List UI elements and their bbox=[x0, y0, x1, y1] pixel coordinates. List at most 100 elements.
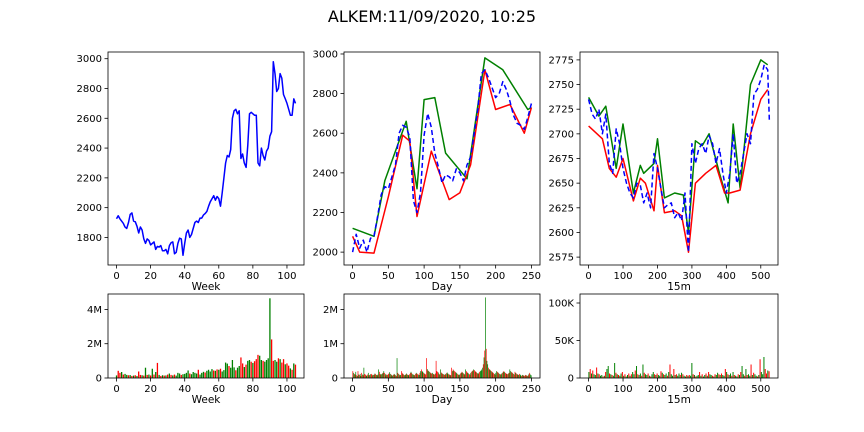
volume-bar bbox=[143, 375, 145, 378]
volume-bar bbox=[184, 373, 186, 378]
x-tick-label: 0 bbox=[113, 384, 119, 395]
volume-bar bbox=[228, 366, 230, 378]
plot-area-day-volume bbox=[352, 297, 532, 378]
volume-bar bbox=[230, 367, 232, 378]
volume-bar bbox=[479, 371, 480, 378]
y-tick-label: 3000 bbox=[313, 49, 338, 60]
y-tick-label: 2200 bbox=[77, 173, 102, 184]
volume-bar bbox=[688, 375, 690, 378]
volume-bar bbox=[435, 373, 436, 378]
volume-bar bbox=[245, 364, 247, 378]
panel-day-price: 0 50 100 150 200 250 2000 2200 2400 2600 2800 3000 D… bbox=[313, 49, 541, 293]
x-tick-label: 200 bbox=[486, 271, 505, 282]
volume-bar bbox=[365, 375, 367, 378]
volume-bar bbox=[429, 372, 431, 378]
volume-bar bbox=[134, 375, 136, 378]
panel-day-volume: 0 50 100 150 200 250 0 1M 2M Day bbox=[323, 293, 541, 406]
volume-bar bbox=[708, 372, 710, 378]
volume-bar bbox=[356, 375, 357, 378]
x-tick-label: 50 bbox=[382, 384, 395, 395]
volume-bar bbox=[468, 374, 470, 378]
volume-bar bbox=[384, 372, 385, 378]
volume-bar bbox=[451, 371, 453, 378]
volume-bar bbox=[641, 375, 643, 378]
volume-bar bbox=[619, 375, 621, 378]
y-tick-label: 3000 bbox=[77, 54, 102, 65]
volume-bar bbox=[419, 372, 421, 378]
volume-bar bbox=[446, 372, 448, 378]
volume-bar bbox=[706, 375, 708, 378]
volume-bar bbox=[759, 359, 761, 378]
volume-bar bbox=[423, 373, 425, 378]
volume-bar bbox=[516, 374, 518, 378]
x-axis-label: 15m bbox=[667, 281, 691, 293]
volume-bar bbox=[488, 367, 489, 378]
volume-bar bbox=[264, 361, 266, 378]
volume-bar bbox=[148, 374, 150, 378]
volume-bar bbox=[494, 374, 496, 378]
y-tick-label: 2000 bbox=[313, 248, 338, 259]
volume-bar bbox=[115, 375, 118, 378]
y-tick-label: 2675 bbox=[549, 154, 574, 165]
volume-bar bbox=[284, 364, 286, 378]
plot-area-week-price bbox=[115, 60, 297, 257]
x-tick-label: 40 bbox=[178, 384, 191, 395]
x-tick-label: 60 bbox=[212, 271, 225, 282]
volume-bar bbox=[768, 371, 770, 378]
volume-bar bbox=[502, 372, 503, 378]
volume-bar bbox=[739, 375, 740, 378]
volume-bar bbox=[443, 374, 445, 378]
volume-bar bbox=[481, 369, 483, 378]
volume-bar bbox=[391, 375, 393, 378]
volume-bar bbox=[740, 372, 742, 378]
volume-bar bbox=[510, 371, 512, 378]
volume-bar bbox=[172, 375, 174, 378]
volume-bar bbox=[731, 375, 733, 378]
volume-bar bbox=[518, 374, 519, 378]
volume-bar bbox=[491, 371, 493, 378]
x-tick-label: 200 bbox=[486, 384, 505, 395]
panel-15m-price: 0 100 200 300 400 500 2575 2600 2625 2650 2675 2700… bbox=[549, 51, 779, 293]
volume-bar bbox=[276, 361, 278, 378]
volume-bar bbox=[406, 373, 407, 378]
volume-bar bbox=[401, 371, 402, 378]
volume-bar bbox=[737, 374, 739, 378]
volume-bar bbox=[762, 374, 764, 378]
volume-bar bbox=[439, 374, 441, 378]
volume-bar bbox=[471, 371, 473, 378]
volume-bar bbox=[437, 371, 438, 378]
volume-bar bbox=[638, 375, 640, 378]
volume-bar bbox=[659, 375, 661, 378]
volume-bar bbox=[364, 373, 365, 378]
volume-bar bbox=[493, 373, 494, 378]
y-tick-label: 2600 bbox=[313, 129, 338, 140]
volume-bar bbox=[247, 360, 249, 378]
volume-bar bbox=[365, 374, 366, 378]
volume-bar bbox=[709, 374, 711, 378]
series-close-line bbox=[351, 69, 533, 253]
volume-bar bbox=[616, 374, 618, 378]
volume-bar bbox=[758, 375, 760, 378]
volume-bar bbox=[446, 373, 447, 378]
x-tick-label: 0 bbox=[349, 384, 355, 395]
volume-bar bbox=[750, 364, 752, 378]
volume-bar bbox=[525, 375, 527, 378]
volume-bar bbox=[387, 374, 388, 378]
volume-bar bbox=[395, 375, 396, 378]
volume-bar bbox=[530, 375, 532, 378]
volume-bar bbox=[485, 297, 486, 378]
volume-bar bbox=[178, 373, 181, 378]
volume-bar bbox=[702, 376, 704, 378]
x-tick-label: 0 bbox=[349, 271, 355, 282]
volume-bar bbox=[513, 373, 514, 378]
volume-bar bbox=[415, 373, 416, 378]
volume-bar bbox=[156, 362, 159, 378]
volume-bar bbox=[441, 373, 443, 378]
volume-bar bbox=[476, 372, 477, 378]
volume-bar bbox=[425, 374, 427, 378]
volume-bar bbox=[509, 369, 511, 378]
volume-bar bbox=[523, 375, 525, 378]
volume-bar bbox=[661, 372, 663, 378]
volume-bar bbox=[755, 375, 757, 378]
volume-bar bbox=[665, 373, 667, 378]
